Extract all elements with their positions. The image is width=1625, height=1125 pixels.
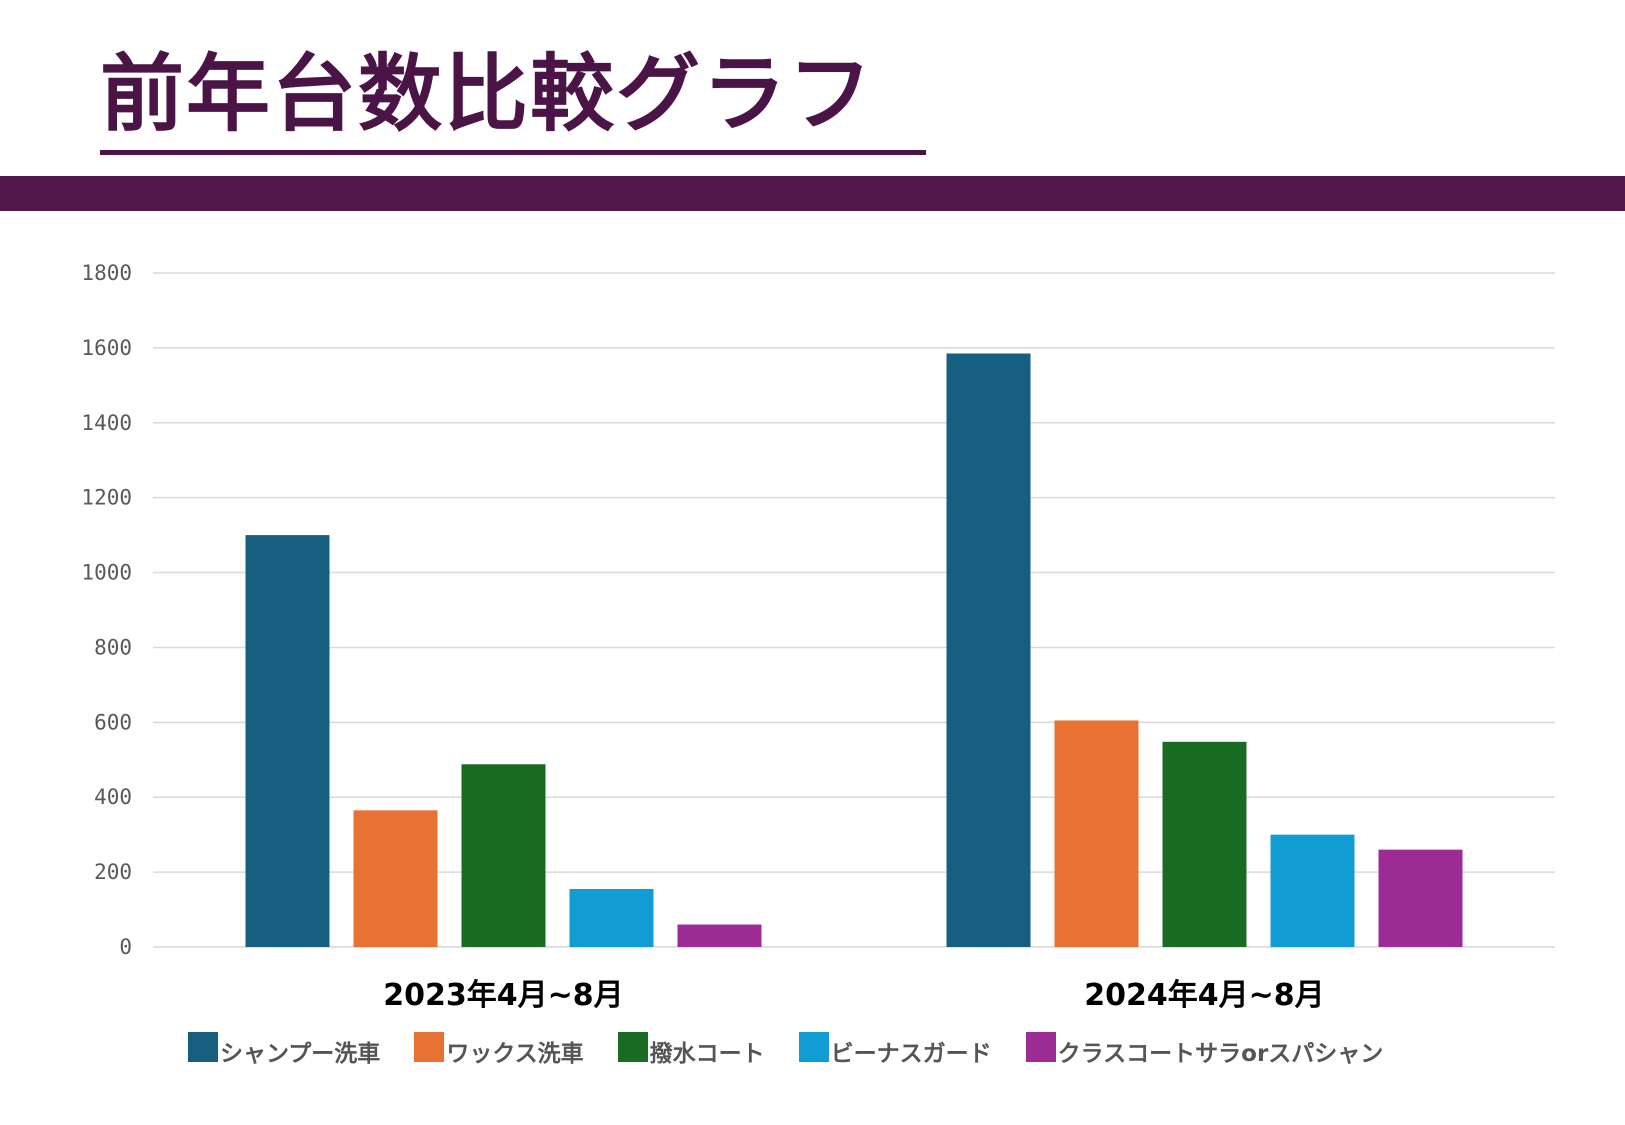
legend-swatch: [798, 1032, 829, 1062]
y-tick-label: 200: [94, 860, 132, 884]
bar: [353, 810, 438, 947]
legend-swatch: [1025, 1032, 1056, 1062]
legend-swatch: [188, 1032, 218, 1062]
legend-item: シャンプー洗車: [188, 1032, 381, 1068]
y-tick-label: 600: [94, 710, 132, 734]
bar: [677, 924, 762, 947]
y-tick-label: 1200: [81, 486, 132, 510]
legend-item: ワックス洗車: [414, 1032, 584, 1068]
bar: [245, 535, 330, 947]
y-tick-label: 1600: [81, 336, 132, 360]
legend-item: ビーナスガード: [798, 1032, 992, 1068]
legend-item: 撥水コート: [617, 1032, 765, 1068]
bar: [1270, 834, 1355, 947]
bar: [461, 764, 546, 947]
y-tick-label: 0: [119, 935, 132, 959]
y-tick-label: 1400: [81, 411, 132, 435]
chart-bars: [245, 353, 1463, 947]
bar: [946, 353, 1031, 947]
header-band: [0, 176, 1625, 211]
legend-swatch: [617, 1032, 648, 1062]
legend-label: ビーナスガード: [830, 1041, 992, 1067]
bar: [1378, 849, 1463, 947]
x-category-label: 2024年4月~8月: [1084, 978, 1324, 1013]
y-tick-label: 400: [94, 785, 132, 809]
title-underline: [100, 150, 926, 155]
chart-legend: シャンプー洗車 ワックス洗車 撥水コート ビーナスガード クラスコートサラorスパシャン: [188, 1032, 1417, 1068]
y-tick-label: 800: [94, 635, 132, 659]
legend-item: クラスコートサラorスパシャン: [1025, 1032, 1384, 1068]
y-tick-label: 1800: [81, 261, 132, 285]
y-axis-ticks: 0 200 400 600 800 1000 1200 1400 1600 1800: [81, 261, 132, 959]
legend-swatch: [414, 1032, 445, 1062]
legend-label: シャンプー洗車: [220, 1041, 381, 1067]
x-axis-categories: 2023年4月~8月 2024年4月~8月: [383, 978, 1324, 1013]
bar: [1054, 720, 1139, 947]
bar: [1162, 741, 1247, 947]
page-title: 前年台数比較グラフ: [100, 45, 875, 143]
x-category-label: 2023年4月~8月: [383, 978, 623, 1013]
chart-gridlines: [153, 272, 1555, 948]
legend-label: クラスコートサラorスパシャン: [1057, 1041, 1384, 1067]
y-tick-label: 1000: [81, 561, 132, 585]
bar: [569, 888, 654, 947]
legend-label: 撥水コート: [649, 1041, 765, 1067]
legend-label: ワックス洗車: [446, 1041, 584, 1067]
